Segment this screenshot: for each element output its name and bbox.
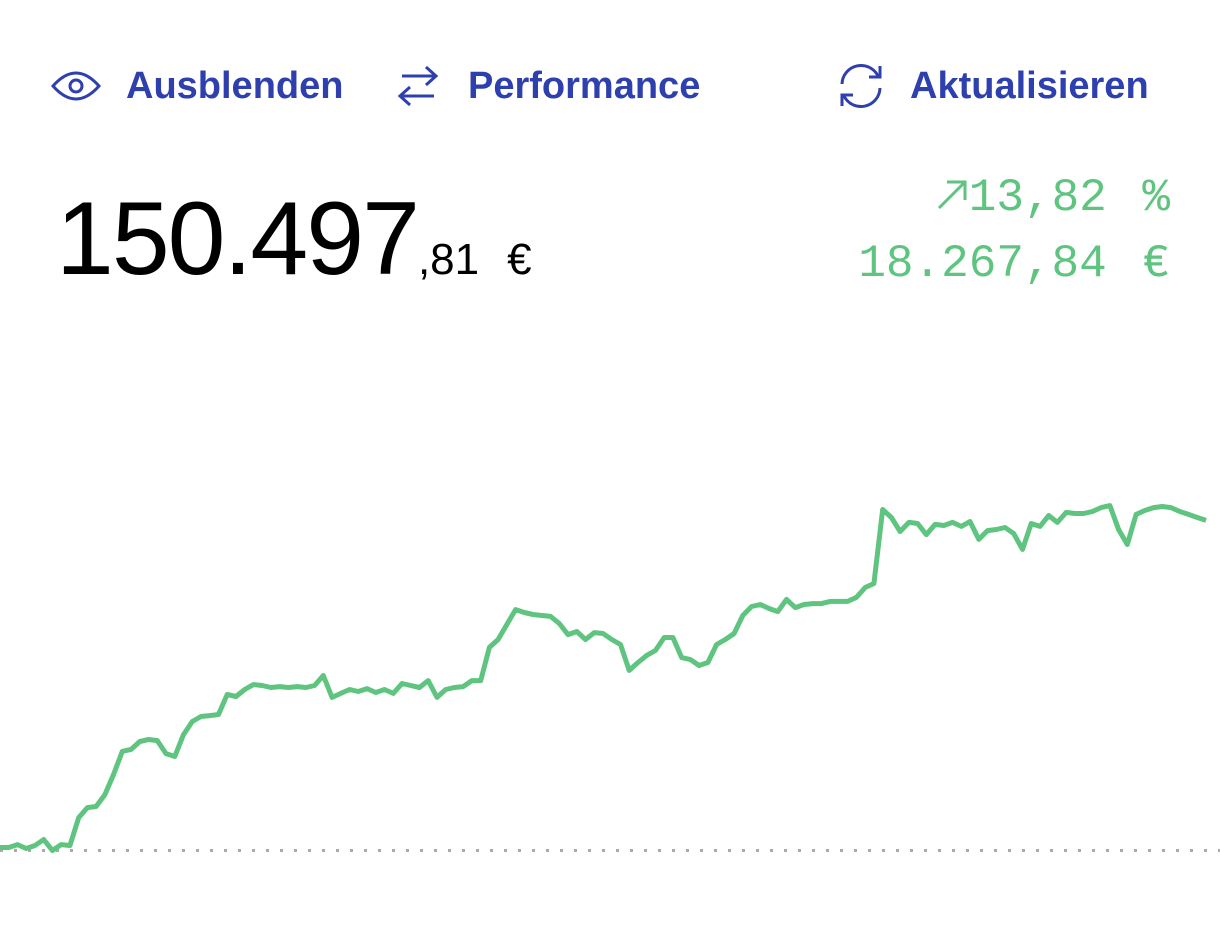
total-integer: 150.497: [56, 181, 420, 297]
total-currency: €: [507, 235, 532, 284]
refresh-button[interactable]: Aktualisieren: [910, 65, 1149, 107]
total-value: 150.497,81 €: [56, 180, 532, 299]
price-line: [0, 503, 1207, 853]
percent-value: 13,82: [968, 172, 1107, 224]
amount-currency: €: [1142, 238, 1170, 290]
refresh-icon[interactable]: [834, 62, 888, 110]
percent-unit: %: [1142, 172, 1170, 224]
change-amount: 18.267,84 €: [858, 238, 1170, 290]
total-decimal: ,81: [417, 235, 480, 284]
hide-button[interactable]: Ausblenden: [126, 65, 344, 107]
eye-icon[interactable]: [50, 66, 102, 106]
up-arrow: [937, 180, 967, 210]
performance-button[interactable]: Performance: [468, 65, 701, 107]
change-percent: 13,82 %: [935, 172, 1170, 224]
swap-icon[interactable]: [394, 64, 442, 108]
amount-value: 18.267,84: [858, 238, 1107, 290]
